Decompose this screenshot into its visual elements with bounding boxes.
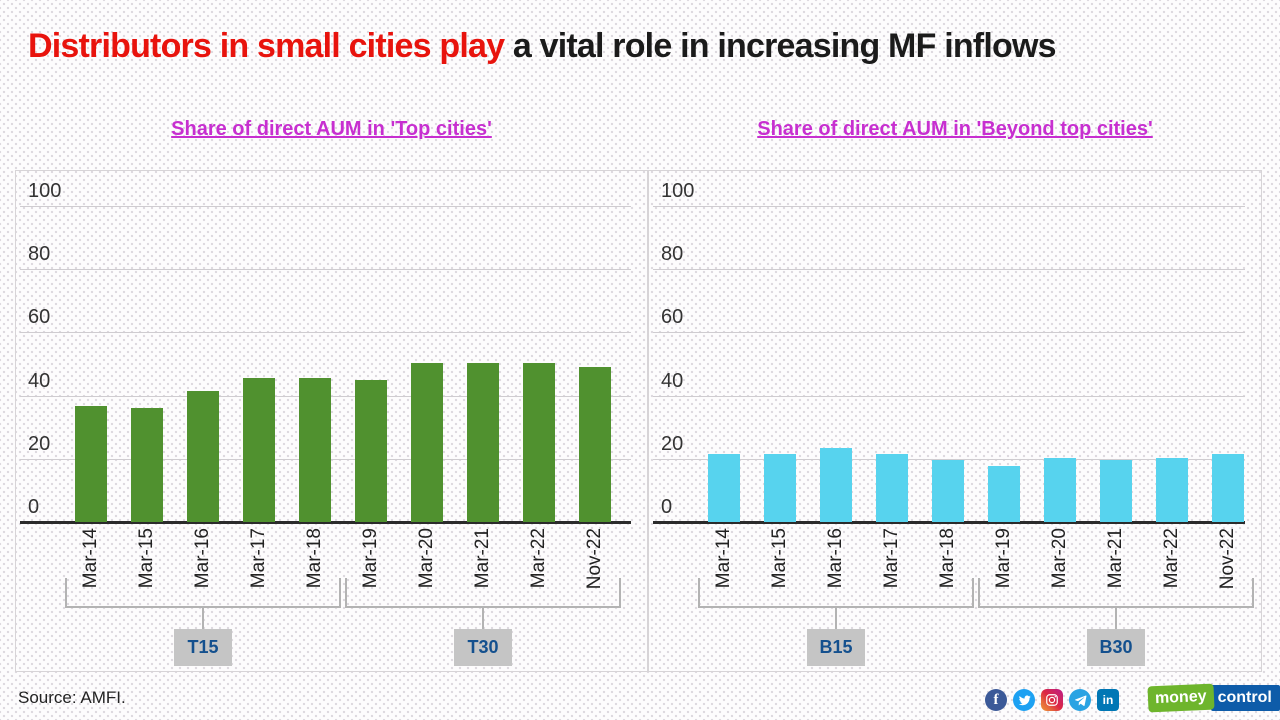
logo-money-segment: money: [1147, 683, 1215, 713]
group-label-box: T15: [174, 629, 232, 666]
bar: [820, 448, 852, 522]
grid-line: [653, 458, 1245, 460]
y-axis-label: 0: [28, 496, 40, 518]
group-bracket: [698, 578, 974, 608]
y-axis-label: 0: [661, 496, 673, 518]
moneycontrol-logo[interactable]: money control: [1147, 683, 1280, 713]
bar: [708, 453, 740, 522]
group-bracket-connector: [482, 608, 484, 629]
y-axis-label: 40: [28, 369, 51, 392]
bar: [579, 367, 611, 522]
y-axis-label: 80: [28, 243, 51, 266]
bar: [411, 363, 443, 522]
bar: [299, 377, 331, 522]
y-axis-label: 20: [661, 432, 684, 455]
group-label-box: B15: [807, 629, 865, 666]
bar: [355, 379, 387, 522]
bar: [988, 466, 1020, 522]
y-axis-label: 60: [28, 306, 51, 329]
y-axis-label: 20: [28, 432, 51, 455]
group-bracket-connector: [835, 608, 837, 629]
y-axis-label: 80: [661, 243, 684, 266]
grid-line: [20, 269, 631, 271]
bar: [932, 460, 964, 522]
title-rest: a vital role in increasing MF inflows: [504, 27, 1057, 65]
facebook-icon[interactable]: f: [985, 689, 1007, 711]
grid-line: [653, 206, 1245, 207]
y-axis-label: 100: [661, 180, 695, 202]
bar: [764, 454, 796, 522]
group-bracket: [978, 578, 1254, 608]
group-bracket: [65, 578, 341, 608]
bar: [1156, 457, 1188, 522]
y-axis-label: 40: [661, 369, 684, 392]
bar: [467, 363, 499, 522]
grid-line: [20, 332, 631, 334]
page-title: Distributors in small cities play a vita…: [28, 27, 1057, 66]
instagram-icon[interactable]: [1041, 689, 1063, 711]
logo-control-segment: control: [1210, 685, 1280, 711]
source-note: Source: AMFI.: [18, 688, 126, 707]
group-bracket-connector: [202, 608, 204, 629]
grid-line: [653, 269, 1245, 271]
bar: [75, 406, 107, 522]
bar: [523, 363, 555, 522]
bar: [243, 377, 275, 522]
chart-beyond-top-cities: 0 20 40 60 80 100 Mar-14 Mar-15 Mar-16 Mar-17 Mar-…: [648, 170, 1262, 672]
grid-line: [653, 332, 1245, 334]
group-label-box: T30: [454, 629, 512, 666]
bar: [876, 453, 908, 522]
bar: [1100, 460, 1132, 522]
chart-title-top-cities: Share of direct AUM in 'Top cities': [171, 118, 492, 140]
x-axis-line: [20, 521, 631, 524]
chart-title-beyond-top-cities: Share of direct AUM in 'Beyond top citie…: [757, 118, 1153, 140]
y-axis-label: 60: [661, 306, 684, 329]
social-icons: f in: [985, 689, 1119, 711]
grid-line: [20, 206, 631, 207]
bar: [1212, 454, 1244, 522]
title-highlight: Distributors in small cities play: [28, 27, 505, 65]
group-bracket: [345, 578, 621, 608]
y-axis-label: 100: [28, 180, 62, 202]
bar: [1044, 457, 1076, 522]
chart-top-cities: 0 20 40 60 80 100 Mar-14 Mar-15 Mar-16 Mar-17 Mar-…: [15, 170, 648, 672]
bar: [187, 391, 219, 522]
twitter-icon[interactable]: [1013, 689, 1035, 711]
grid-line: [653, 395, 1245, 397]
linkedin-icon[interactable]: in: [1097, 689, 1119, 711]
group-bracket-connector: [1115, 608, 1117, 629]
telegram-icon[interactable]: [1069, 689, 1091, 711]
x-axis-line: [653, 521, 1245, 524]
group-label-box: B30: [1087, 629, 1145, 666]
bar: [131, 408, 163, 522]
